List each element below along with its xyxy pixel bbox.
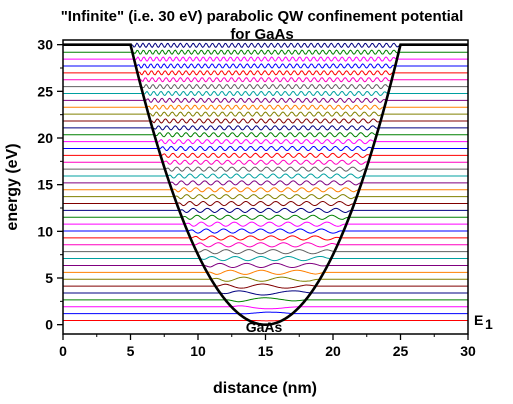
x-tick-label: 20: [325, 343, 341, 359]
energy-level-line: [63, 104, 468, 110]
energy-level-line: [63, 152, 468, 158]
y-tick-label: 30: [37, 37, 53, 53]
energy-level-line: [63, 269, 468, 275]
energy-level-line: [63, 194, 468, 200]
energy-level-line: [63, 63, 468, 69]
x-axis: 0 5 10 15 20 25 30: [59, 334, 476, 359]
energy-level-line: [63, 242, 468, 248]
energy-level-line: [63, 173, 468, 179]
chart-title: "Infinite" (i.e. 30 eV) parabolic QW con…: [61, 8, 464, 25]
x-tick-label: 5: [127, 343, 135, 359]
potential-curve-group: [63, 43, 469, 326]
energy-level-line: [63, 262, 468, 268]
y-tick-label: 15: [37, 177, 53, 193]
energy-level-line: [63, 311, 468, 315]
energy-level-line: [63, 283, 468, 289]
energy-level-line: [63, 180, 468, 186]
energy-level-line: [63, 90, 468, 97]
potential-curve: [63, 43, 469, 326]
energy-level-line: [63, 159, 468, 165]
level-label: E: [474, 312, 483, 328]
level-label-subscript: 1: [485, 316, 493, 332]
energy-level-line: [63, 228, 468, 234]
energy-level-line: [63, 132, 468, 138]
x-tick-label: 10: [190, 343, 206, 359]
energy-level-line: [63, 214, 468, 220]
energy-level-line: [63, 305, 468, 310]
energy-level-line: [63, 256, 468, 262]
energy-level-line: [63, 138, 468, 145]
x-tick-label: 0: [59, 343, 67, 359]
plot-frame: [62, 39, 469, 335]
x-tick-label: 15: [258, 343, 274, 359]
energy-level-line: [63, 207, 468, 213]
energy-level-line: [63, 56, 468, 62]
energy-levels: [63, 42, 468, 322]
energy-level-line: [63, 249, 468, 255]
energy-level-line: [63, 49, 468, 55]
x-tick-label: 30: [460, 343, 476, 359]
energy-level-line: [63, 77, 468, 83]
chart-subtitle: for GaAs: [230, 26, 293, 43]
energy-level-line: [63, 83, 468, 90]
energy-level-line: [63, 200, 468, 207]
energy-level-line: [63, 145, 468, 152]
energy-level-line: [63, 166, 468, 172]
y-axis: 0 5 10 15 20 25 30: [37, 37, 63, 333]
energy-level-line: [63, 187, 468, 193]
energy-level-line: [63, 111, 468, 117]
y-tick-label: 25: [37, 83, 53, 99]
energy-level-line: [63, 290, 468, 296]
energy-level-line: [63, 221, 468, 227]
x-tick-label: 25: [393, 343, 409, 359]
energy-level-line: [63, 297, 468, 303]
y-tick-label: 0: [45, 317, 53, 333]
energy-level-line: [63, 235, 468, 241]
energy-level-line: [63, 97, 468, 104]
energy-level-line: [63, 70, 468, 76]
y-tick-label: 5: [45, 270, 53, 286]
x-axis-label: distance (nm): [213, 380, 317, 397]
y-tick-label: 10: [37, 223, 53, 239]
y-axis-label: energy (eV): [4, 143, 21, 230]
energy-level-line: [63, 118, 468, 124]
energy-level-line: [63, 276, 468, 282]
energy-level-line: [63, 125, 468, 131]
material-label: GaAs: [246, 319, 283, 335]
y-tick-label: 20: [37, 130, 53, 146]
